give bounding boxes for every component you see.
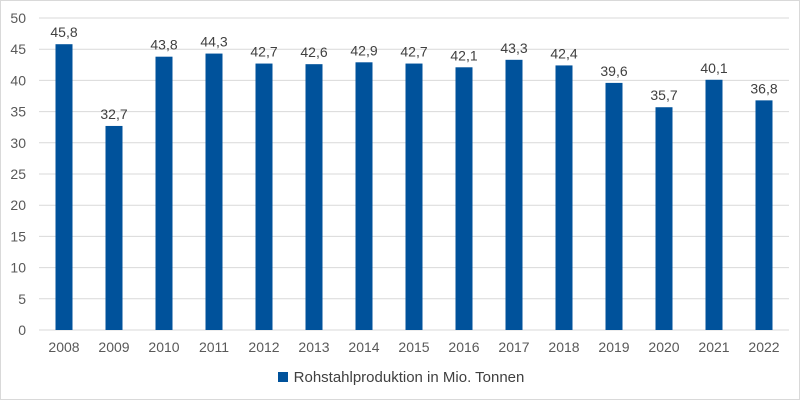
y-tick-label: 15: [10, 228, 26, 244]
x-tick-label: 2011: [199, 339, 229, 355]
x-tick-label: 2014: [348, 339, 379, 355]
data-label: 45,8: [50, 24, 77, 40]
data-label: 42,6: [300, 44, 327, 60]
legend-label: Rohstahlproduktion in Mio. Tonnen: [293, 369, 525, 386]
x-tick-label: 2008: [48, 339, 79, 355]
data-label: 44,3: [200, 34, 227, 50]
y-tick-label: 30: [10, 135, 26, 151]
data-label: 42,7: [400, 44, 427, 60]
bar-2012: [255, 63, 273, 330]
x-tick-label: 2009: [98, 339, 129, 355]
x-tick-label: 2018: [548, 339, 579, 355]
y-tick-label: 10: [10, 260, 26, 276]
y-tick-label: 40: [10, 72, 26, 88]
x-tick-label: 2017: [498, 339, 529, 355]
data-label: 43,3: [500, 40, 527, 56]
x-tick-label: 2015: [398, 339, 429, 355]
y-tick-label: 0: [18, 322, 26, 338]
y-tick-label: 45: [10, 41, 26, 57]
bar-2019: [605, 82, 623, 330]
bar-2009: [105, 125, 123, 331]
data-label: 42,4: [550, 45, 577, 61]
bar-2020: [655, 107, 673, 331]
legend-swatch: [277, 372, 288, 382]
data-label: 42,7: [250, 44, 277, 60]
bar-2018: [555, 65, 573, 330]
data-label: 42,9: [350, 42, 377, 58]
bar-2011: [205, 53, 223, 331]
data-label: 32,7: [100, 106, 127, 122]
y-tick-label: 35: [10, 104, 26, 120]
bar-2008: [55, 44, 73, 330]
bar-2013: [305, 64, 323, 330]
data-label: 39,6: [600, 63, 627, 79]
x-tick-label: 2021: [698, 339, 729, 355]
bar-2010: [155, 56, 173, 331]
x-tick-label: 2013: [298, 339, 329, 355]
x-tick-label: 2016: [448, 339, 479, 355]
bar-2014: [355, 62, 373, 330]
bar-2022: [755, 100, 773, 330]
y-tick-label: 25: [10, 166, 26, 182]
bar-2017: [505, 59, 523, 331]
x-tick-label: 2010: [148, 339, 179, 355]
y-tick-label: 50: [10, 10, 26, 26]
bar-2016: [455, 67, 473, 331]
x-tick-label: 2022: [748, 339, 779, 355]
y-tick-label: 5: [18, 291, 26, 307]
data-label: 40,1: [700, 60, 727, 76]
legend: Rohstahlproduktion in Mio. Tonnen: [1, 369, 800, 386]
bar-2021: [705, 79, 723, 330]
data-label: 42,1: [450, 47, 477, 63]
x-tick-label: 2019: [598, 339, 629, 355]
data-label: 43,8: [150, 37, 177, 53]
data-label: 36,8: [750, 80, 777, 96]
x-tick-label: 2012: [248, 339, 279, 355]
y-tick-label: 20: [10, 197, 26, 213]
bar-2015: [405, 63, 423, 330]
x-tick-label: 2020: [648, 339, 679, 355]
data-label: 35,7: [650, 87, 677, 103]
